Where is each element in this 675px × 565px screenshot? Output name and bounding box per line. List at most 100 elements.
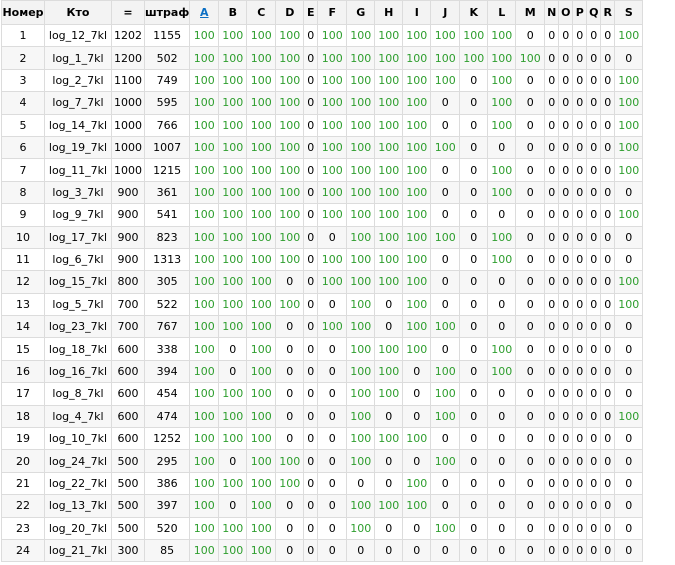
score-cell-f: 0: [317, 538, 348, 563]
header-problem-r[interactable]: R: [600, 0, 616, 25]
total-score-cell: 700: [111, 315, 145, 339]
participant-cell: log_15_7kl: [44, 270, 112, 294]
score-cell-p: 0: [572, 382, 588, 406]
score-cell-a: 100: [189, 23, 220, 48]
header-penalty[interactable]: штраф: [143, 0, 191, 25]
score-cell-e: 0: [303, 225, 319, 249]
score-cell-i: 100: [402, 113, 432, 137]
score-cell-p: 0: [572, 538, 588, 563]
score-cell-s: 0: [614, 315, 644, 339]
score-cell-o: 0: [558, 359, 574, 384]
header-problem-f[interactable]: F: [317, 0, 348, 25]
score-cell-q: 0: [586, 203, 602, 227]
score-cell-n: 0: [544, 404, 560, 429]
score-cell-l: 100: [487, 337, 517, 361]
header-problem-h[interactable]: H: [374, 0, 404, 25]
score-cell-a: 100: [189, 404, 220, 429]
score-cell-i: 100: [402, 471, 432, 496]
penalty-cell: 595: [143, 91, 191, 115]
score-cell-j: 0: [430, 91, 461, 115]
score-cell-a: 100: [189, 91, 220, 115]
participant-cell: log_19_7kl: [44, 135, 112, 160]
header-problem-g[interactable]: G: [346, 0, 376, 25]
header-problem-c[interactable]: C: [246, 0, 277, 25]
header-number[interactable]: Номер: [1, 0, 45, 25]
rank-cell: 18: [1, 404, 45, 429]
score-cell-e: 0: [303, 516, 319, 540]
header-problem-m[interactable]: M: [515, 0, 546, 25]
score-cell-m: 0: [515, 91, 546, 115]
score-cell-l: 0: [487, 427, 517, 451]
participant-cell: log_3_7kl: [44, 180, 112, 205]
score-cell-o: 0: [558, 404, 574, 429]
rank-cell: 14: [1, 315, 45, 339]
score-cell-i: 100: [402, 292, 432, 317]
score-cell-q: 0: [586, 516, 602, 540]
score-cell-c: 100: [246, 270, 277, 294]
score-cell-a: 100: [189, 292, 220, 317]
score-cell-b: 0: [218, 359, 248, 384]
score-cell-g: 100: [346, 270, 376, 294]
penalty-cell: 1313: [143, 247, 191, 272]
score-cell-l: 0: [487, 270, 517, 294]
header-problem-b[interactable]: B: [218, 0, 248, 25]
score-cell-q: 0: [586, 427, 602, 451]
total-score-cell: 900: [111, 203, 145, 227]
score-cell-l: 100: [487, 359, 517, 384]
score-cell-b: 100: [218, 247, 248, 272]
score-cell-i: 100: [402, 247, 432, 272]
header-problem-k[interactable]: K: [459, 0, 489, 25]
header-who[interactable]: Кто: [44, 0, 112, 25]
score-cell-d: 100: [275, 135, 305, 160]
header-problem-p[interactable]: P: [572, 0, 588, 25]
score-cell-b: 100: [218, 91, 248, 115]
score-cell-s: 100: [614, 158, 644, 182]
score-cell-k: 0: [459, 516, 489, 540]
header-problem-q[interactable]: Q: [586, 0, 602, 25]
score-cell-q: 0: [586, 315, 602, 339]
penalty-cell: 454: [143, 382, 191, 406]
score-cell-q: 0: [586, 158, 602, 182]
score-cell-b: 0: [218, 337, 248, 361]
score-cell-g: 100: [346, 135, 376, 160]
score-cell-k: 0: [459, 315, 489, 339]
score-cell-r: 0: [600, 449, 616, 473]
header-problem-a[interactable]: A: [189, 0, 220, 25]
header-problem-i[interactable]: I: [402, 0, 432, 25]
header-row: Номер Кто = штраф A B C D E F G H I J K L M N O P Q R S: [1, 0, 644, 25]
score-cell-q: 0: [586, 68, 602, 93]
score-cell-j: 100: [430, 225, 461, 249]
header-total[interactable]: =: [111, 0, 145, 25]
participant-cell: log_8_7kl: [44, 382, 112, 406]
header-problem-o[interactable]: O: [558, 0, 574, 25]
score-cell-m: 0: [515, 135, 546, 160]
score-cell-o: 0: [558, 225, 574, 249]
score-cell-d: 100: [275, 158, 305, 182]
score-cell-h: 0: [374, 471, 404, 496]
participant-cell: log_20_7kl: [44, 516, 112, 540]
score-cell-g: 100: [346, 359, 376, 384]
score-cell-e: 0: [303, 46, 319, 70]
header-problem-d[interactable]: D: [275, 0, 305, 25]
score-cell-c: 100: [246, 46, 277, 70]
score-cell-a: 100: [189, 203, 220, 227]
table-row: 15 log_18_7kl 600 338 100 0 100 0 0 0 100 100 100 0 0 1…: [1, 337, 644, 361]
score-cell-d: 100: [275, 91, 305, 115]
header-problem-l[interactable]: L: [487, 0, 517, 25]
score-cell-l: 0: [487, 404, 517, 429]
score-cell-m: 0: [515, 113, 546, 137]
score-cell-p: 0: [572, 46, 588, 70]
score-cell-n: 0: [544, 135, 560, 160]
header-problem-e[interactable]: E: [303, 0, 319, 25]
score-cell-d: 0: [275, 359, 305, 384]
header-problem-j[interactable]: J: [430, 0, 461, 25]
header-problem-n[interactable]: N: [544, 0, 560, 25]
score-cell-e: 0: [303, 113, 319, 137]
rank-cell: 8: [1, 180, 45, 205]
score-cell-k: 0: [459, 337, 489, 361]
score-cell-c: 100: [246, 68, 277, 93]
score-cell-r: 0: [600, 91, 616, 115]
score-cell-m: 0: [515, 427, 546, 451]
score-cell-j: 0: [430, 337, 461, 361]
header-problem-s[interactable]: S: [614, 0, 644, 25]
